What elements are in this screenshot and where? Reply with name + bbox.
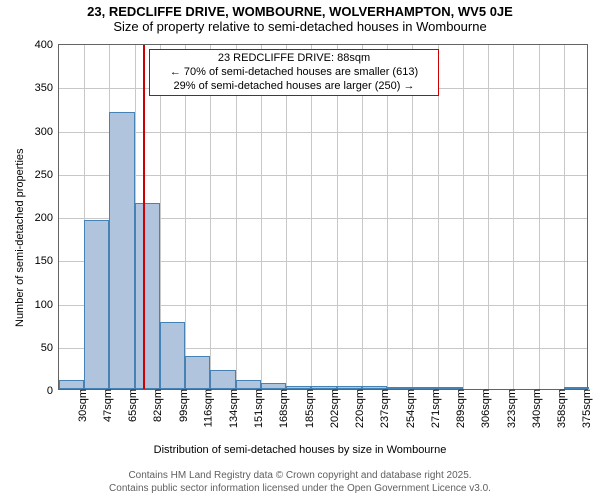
x-tick-label: 271sqm xyxy=(428,389,442,428)
histogram-bar xyxy=(236,380,261,389)
gridline-v xyxy=(387,45,388,389)
histogram-bar xyxy=(109,112,134,389)
annotation-line-2: ← 70% of semi-detached houses are smalle… xyxy=(154,66,434,80)
y-tick-label: 300 xyxy=(35,126,59,138)
footer-line-1: Contains HM Land Registry data © Crown c… xyxy=(0,470,600,483)
gridline-v xyxy=(236,45,237,389)
y-tick-label: 50 xyxy=(41,342,59,354)
annotation-line-1: 23 REDCLIFFE DRIVE: 88sqm xyxy=(154,52,434,66)
x-tick-label: 220sqm xyxy=(352,389,366,428)
x-tick-label: 358sqm xyxy=(554,389,568,428)
footer-line-2: Contains public sector information licen… xyxy=(0,483,600,496)
annotation-box: 23 REDCLIFFE DRIVE: 88sqm ← 70% of semi-… xyxy=(149,49,439,96)
x-tick-label: 134sqm xyxy=(226,389,240,428)
x-tick-label: 99sqm xyxy=(176,389,190,422)
attribution-footer: Contains HM Land Registry data © Crown c… xyxy=(0,470,600,495)
x-tick-label: 375sqm xyxy=(579,389,593,428)
y-tick-label: 100 xyxy=(35,299,59,311)
gridline-v xyxy=(210,45,211,389)
x-tick-label: 202sqm xyxy=(327,389,341,428)
property-marker-line xyxy=(143,45,145,389)
x-tick-label: 254sqm xyxy=(403,389,417,428)
gridline-v xyxy=(261,45,262,389)
x-tick-label: 185sqm xyxy=(302,389,316,428)
x-tick-label: 340sqm xyxy=(529,389,543,428)
gridline-v xyxy=(311,45,312,389)
y-axis-label: Number of semi-detached properties xyxy=(14,148,26,327)
chart-title-line1: 23, REDCLIFFE DRIVE, WOMBOURNE, WOLVERHA… xyxy=(0,4,600,19)
gridline-v xyxy=(488,45,489,389)
gridline-v xyxy=(539,45,540,389)
histogram-bar xyxy=(84,220,109,389)
x-tick-label: 82sqm xyxy=(150,389,164,422)
y-tick-label: 400 xyxy=(35,39,59,51)
x-tick-label: 306sqm xyxy=(478,389,492,428)
chart-title: 23, REDCLIFFE DRIVE, WOMBOURNE, WOLVERHA… xyxy=(0,0,600,34)
gridline-v xyxy=(513,45,514,389)
histogram-plot-area: 050100150200250300350400 30sqm47sqm65sqm… xyxy=(58,44,588,390)
gridline-v xyxy=(438,45,439,389)
histogram-bar xyxy=(185,356,210,389)
histogram-bar xyxy=(135,203,160,389)
chart-title-line2: Size of property relative to semi-detach… xyxy=(0,19,600,34)
gridline-v xyxy=(463,45,464,389)
y-tick-label: 0 xyxy=(47,385,59,397)
x-tick-label: 30sqm xyxy=(75,389,89,422)
gridline-h xyxy=(59,175,587,176)
x-tick-label: 65sqm xyxy=(125,389,139,422)
gridline-v xyxy=(564,45,565,389)
gridline-v xyxy=(286,45,287,389)
y-tick-label: 200 xyxy=(35,212,59,224)
gridline-v xyxy=(337,45,338,389)
x-tick-label: 168sqm xyxy=(277,389,291,428)
annotation-line-3: 29% of semi-detached houses are larger (… xyxy=(154,80,434,94)
x-tick-label: 151sqm xyxy=(251,389,265,428)
x-axis-label: Distribution of semi-detached houses by … xyxy=(0,444,600,456)
gridline-v xyxy=(362,45,363,389)
x-tick-label: 323sqm xyxy=(504,389,518,428)
gridline-v xyxy=(412,45,413,389)
x-tick-label: 289sqm xyxy=(453,389,467,428)
histogram-bar xyxy=(210,370,235,389)
gridline-v xyxy=(185,45,186,389)
y-tick-label: 350 xyxy=(35,82,59,94)
x-tick-label: 47sqm xyxy=(100,389,114,422)
histogram-bar xyxy=(160,322,185,389)
y-tick-label: 150 xyxy=(35,255,59,267)
x-tick-label: 116sqm xyxy=(201,389,215,427)
y-tick-label: 250 xyxy=(35,169,59,181)
x-tick-label: 237sqm xyxy=(377,389,391,428)
gridline-h xyxy=(59,132,587,133)
histogram-bar xyxy=(59,380,84,389)
